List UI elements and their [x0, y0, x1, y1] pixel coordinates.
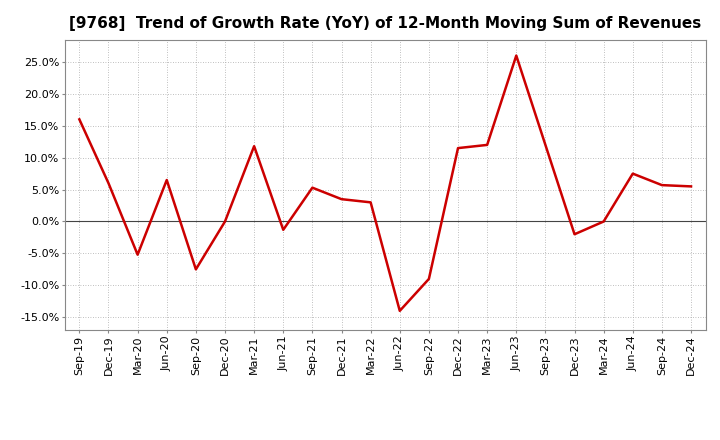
Title: [9768]  Trend of Growth Rate (YoY) of 12-Month Moving Sum of Revenues: [9768] Trend of Growth Rate (YoY) of 12-…: [69, 16, 701, 32]
